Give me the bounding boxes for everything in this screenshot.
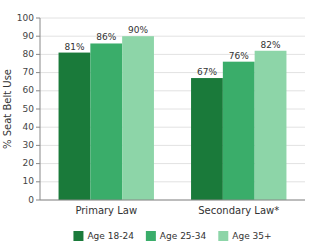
bar — [59, 53, 91, 200]
legend-swatch — [218, 231, 228, 241]
tick-label: 10 — [23, 176, 35, 186]
data-labels: 81% 67% 86% 76% 90% 82% — [64, 25, 281, 77]
grid-line — [40, 36, 305, 37]
tick-label: 30 — [23, 140, 35, 150]
bar — [223, 62, 255, 200]
tick-mark — [36, 36, 40, 37]
legend-label: Age 25-34 — [160, 231, 207, 241]
bar — [122, 36, 154, 200]
legend-label: Age 18-24 — [87, 231, 134, 241]
tick-label: 70 — [23, 67, 35, 77]
legend-item: Age 18-24 — [73, 231, 134, 242]
grid — [36, 18, 305, 200]
tick-mark — [36, 181, 40, 182]
legend-swatch — [146, 231, 156, 241]
tick-label: 50 — [23, 104, 35, 114]
legend-swatch — [73, 231, 83, 241]
legend-item: Age 35+ — [218, 231, 271, 242]
data-label: 81% — [64, 42, 84, 52]
tick-label: 80 — [23, 49, 35, 59]
tick-label: 100 — [17, 13, 34, 23]
tick-mark — [36, 18, 40, 19]
grid-line — [40, 200, 305, 201]
tick-mark — [36, 127, 40, 128]
data-label: 90% — [128, 25, 148, 35]
data-label: 76% — [229, 51, 249, 61]
legend-label: Age 35+ — [232, 231, 271, 241]
tick-mark — [36, 54, 40, 55]
data-label: 67% — [197, 67, 217, 77]
tick-label: 90 — [23, 31, 35, 41]
x-axis — [40, 200, 305, 201]
tick-mark — [36, 109, 40, 110]
tick-label: 0 — [28, 195, 34, 205]
category-label: Secondary Law* — [198, 205, 279, 216]
category-label: Primary Law — [75, 205, 137, 216]
bars — [59, 36, 287, 200]
legend: Age 18-24 Age 25-34 Age 35+ — [73, 231, 271, 242]
y-axis — [40, 18, 41, 200]
data-label: 82% — [261, 40, 281, 50]
bar — [191, 78, 223, 200]
tick-mark — [36, 72, 40, 73]
y-axis-label: % Seat Belt Use — [2, 69, 13, 149]
data-label: 86% — [96, 32, 116, 42]
tick-label: 20 — [23, 158, 35, 168]
grid-line — [40, 18, 305, 19]
tick-label: 60 — [23, 85, 35, 95]
tick-mark — [36, 145, 40, 146]
bar — [255, 51, 287, 200]
tick-label: 40 — [23, 122, 35, 132]
tick-mark — [36, 163, 40, 164]
tick-mark — [36, 90, 40, 91]
bar — [90, 43, 122, 200]
tick-mark — [36, 200, 40, 201]
chart: 0 10 20 30 40 50 60 70 80 90 100 % Seat Belt Use 81%… — [0, 0, 313, 248]
legend-item: Age 25-34 — [146, 231, 207, 242]
